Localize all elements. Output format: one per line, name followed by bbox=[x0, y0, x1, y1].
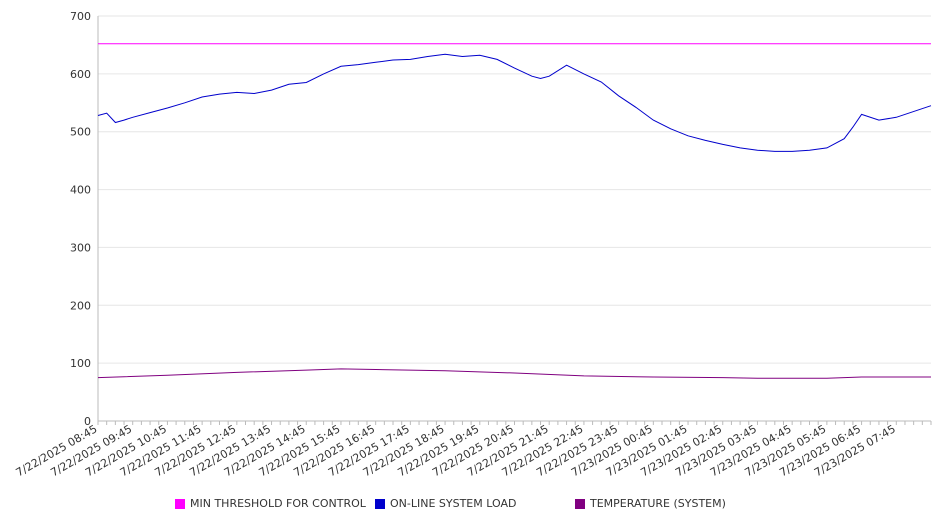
y-tick-label: 200 bbox=[70, 299, 91, 312]
gridlines bbox=[98, 15, 931, 364]
legend-item-temperature[interactable]: TEMPERATURE (SYSTEM) bbox=[575, 497, 726, 510]
y-tick-label: 400 bbox=[70, 184, 91, 197]
legend-swatch-system-load bbox=[375, 498, 385, 509]
legend: MIN THRESHOLD FOR CONTROL ON-LINE SYSTEM… bbox=[0, 497, 946, 515]
series-line-system-load bbox=[97, 53, 932, 152]
y-tick-label: 700 bbox=[70, 10, 91, 23]
y-tick-label: 600 bbox=[70, 68, 91, 81]
legend-swatch-min-threshold bbox=[175, 498, 185, 509]
y-tick-label: 100 bbox=[70, 357, 91, 370]
y-tick-label: 500 bbox=[70, 126, 91, 139]
x-minor-ticks bbox=[97, 421, 932, 425]
series-line-temperature bbox=[97, 368, 931, 379]
legend-item-system-load[interactable]: ON-LINE SYSTEM LOAD bbox=[375, 497, 516, 510]
x-tick-labels: 7/22/2025 08:457/22/2025 09:457/22/2025 … bbox=[14, 422, 898, 479]
y-tick-labels: 0 100 200 300 400 500 600 700 bbox=[70, 10, 91, 428]
legend-item-min-threshold[interactable]: MIN THRESHOLD FOR CONTROL bbox=[175, 497, 366, 510]
axes bbox=[97, 16, 931, 422]
y-tick-label: 300 bbox=[70, 241, 91, 254]
legend-label-system-load: ON-LINE SYSTEM LOAD bbox=[390, 497, 517, 510]
legend-swatch-temperature bbox=[575, 498, 585, 509]
series-lines bbox=[97, 43, 932, 379]
legend-label-min-threshold: MIN THRESHOLD FOR CONTROL bbox=[190, 497, 366, 510]
y-tick-label: 0 bbox=[84, 415, 91, 428]
legend-label-temperature: TEMPERATURE (SYSTEM) bbox=[590, 497, 726, 510]
